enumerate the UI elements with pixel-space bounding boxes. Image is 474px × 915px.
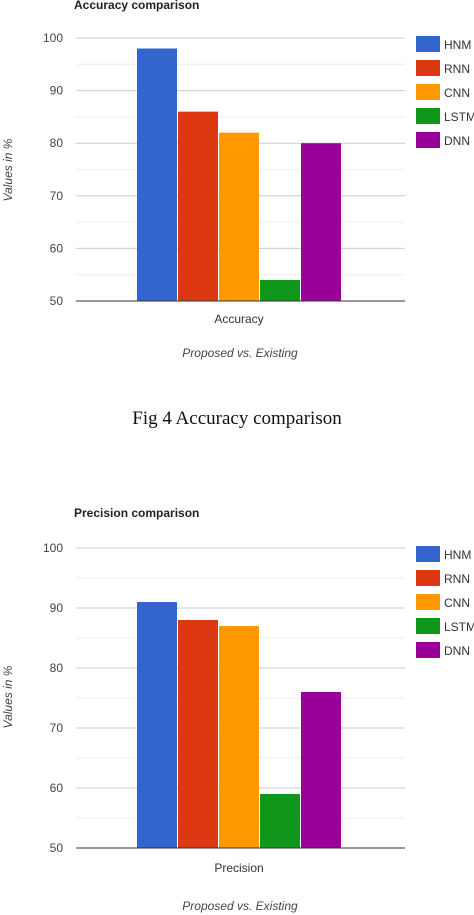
legend-label: HNM [444, 548, 471, 562]
precision-chart: Precision comparison 50 60 70 80 90 100 Precisi… [0, 495, 474, 915]
bar-rnn [178, 111, 218, 301]
figure-caption: Fig 4 Accuracy comparison [132, 408, 342, 429]
bar-hnm [137, 48, 177, 301]
bar-hnm [137, 602, 177, 848]
legend-label: HNM [444, 38, 471, 52]
legend-swatch-cnn [416, 84, 440, 100]
legend-swatch-rnn [416, 60, 440, 76]
y-axis-label: Values in % [1, 138, 15, 201]
y-tick-label: 80 [50, 661, 64, 675]
legend-label: DNN [444, 644, 470, 658]
y-tick-label: 50 [50, 294, 64, 308]
x-axis-label: Proposed vs. Existing [182, 346, 298, 360]
y-tick-label: 50 [50, 841, 64, 855]
bar-lstm [260, 794, 300, 848]
legend-label: DNN [444, 134, 470, 148]
accuracy-chart: Accuracy comparison 50 60 70 80 90 100 Accuracy… [0, 0, 474, 370]
x-axis-label: Proposed vs. Existing [182, 899, 298, 913]
y-tick-label: 70 [50, 721, 64, 735]
accuracy-chart-svg: Accuracy comparison 50 60 70 80 90 100 Accuracy… [1, 0, 474, 360]
bar-rnn [178, 620, 218, 848]
y-tick-label: 90 [50, 601, 64, 615]
legend-swatch-hnm [416, 546, 440, 562]
category-label: Precision [214, 861, 263, 875]
legend-swatch-lstm [416, 108, 440, 124]
bar-lstm [260, 279, 300, 301]
legend-swatch-rnn [416, 570, 440, 586]
legend-label: RNN [444, 62, 470, 76]
legend-label: RNN [444, 572, 470, 586]
precision-chart-svg: Precision comparison 50 60 70 80 90 100 Precisi… [1, 506, 474, 913]
y-tick-label: 90 [50, 84, 64, 98]
legend-label: LSTM [444, 620, 474, 634]
chart-title: Precision comparison [74, 506, 199, 520]
legend-swatch-cnn [416, 594, 440, 610]
y-tick-label: 60 [50, 781, 64, 795]
category-label: Accuracy [214, 312, 263, 326]
bar-cnn [219, 132, 259, 301]
chart-title: Accuracy comparison [74, 0, 199, 12]
y-tick-label: 100 [43, 31, 63, 45]
legend-label: LSTM [444, 110, 474, 124]
y-tick-label: 70 [50, 189, 64, 203]
legend-swatch-hnm [416, 36, 440, 52]
bar-dnn [301, 143, 341, 301]
legend-swatch-dnn [416, 132, 440, 148]
legend-label: CNN [444, 596, 470, 610]
y-tick-label: 80 [50, 136, 64, 150]
legend-label: CNN [444, 86, 470, 100]
bar-cnn [219, 626, 259, 848]
y-tick-label: 60 [50, 241, 64, 255]
y-axis-label: Values in % [1, 665, 15, 728]
bar-dnn [301, 692, 341, 848]
legend-swatch-lstm [416, 618, 440, 634]
legend-swatch-dnn [416, 642, 440, 658]
y-tick-label: 100 [43, 541, 63, 555]
